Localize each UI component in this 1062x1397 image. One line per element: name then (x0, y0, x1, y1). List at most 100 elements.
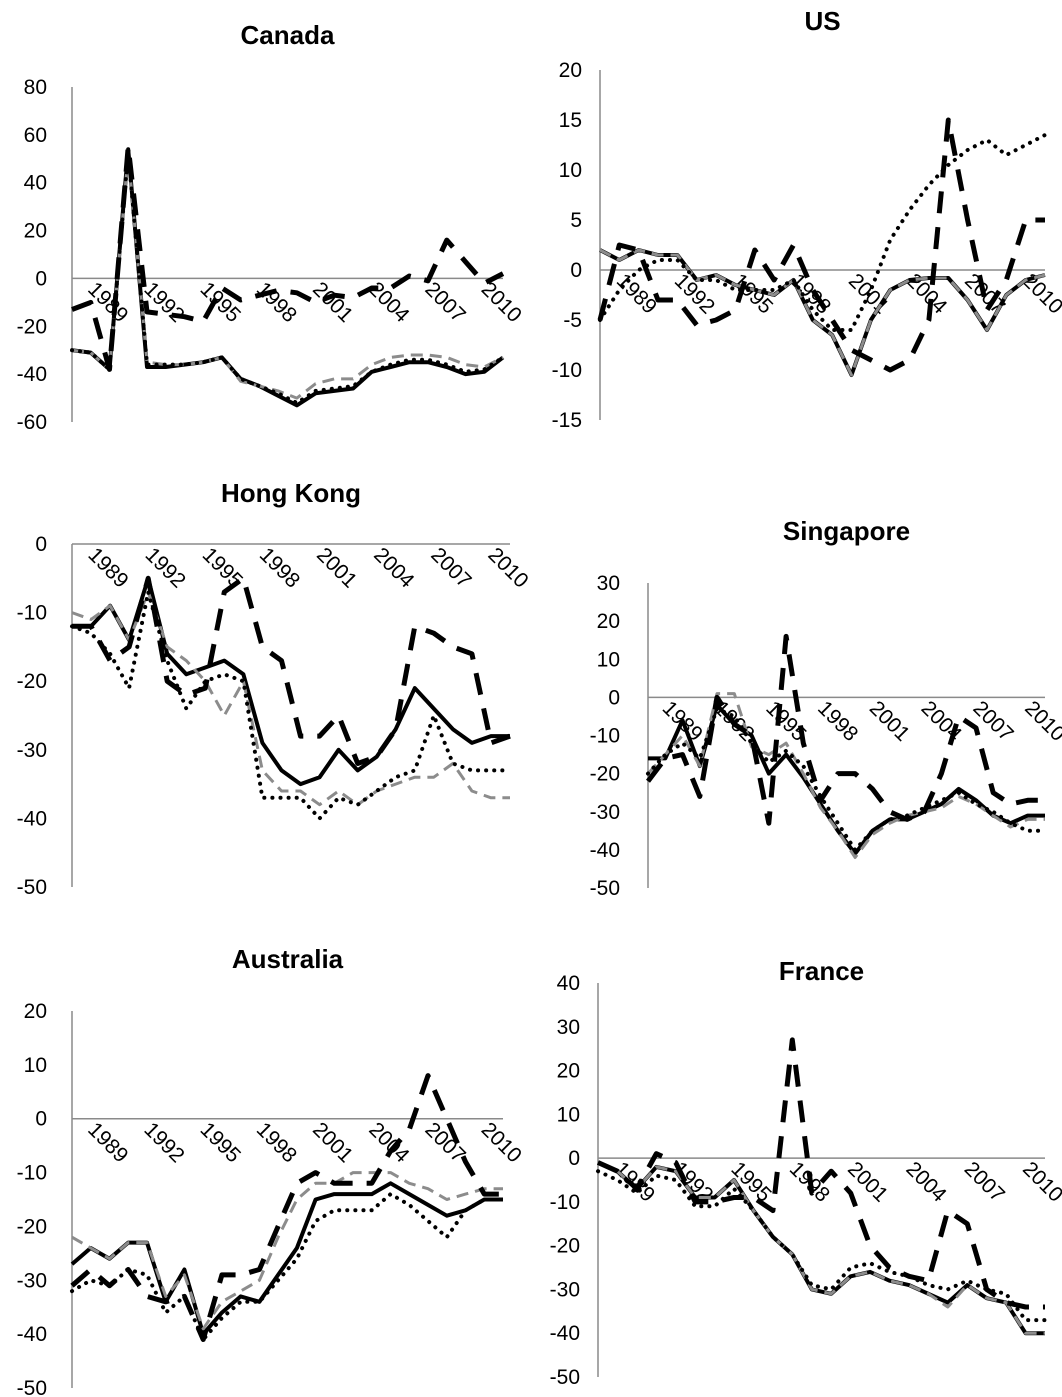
y-tick-label: -10 (550, 1191, 580, 1214)
y-tick-label: -40 (590, 839, 620, 862)
y-tick-label: -50 (17, 1377, 47, 1397)
y-tick-label: 15 (559, 109, 582, 132)
y-tick-label: -20 (17, 315, 47, 338)
y-tick-label: -40 (17, 1323, 47, 1346)
y-tick-label: 10 (559, 159, 582, 182)
y-tick-label: 60 (24, 124, 47, 147)
y-tick-label: 5 (570, 209, 582, 232)
y-tick-label: -20 (590, 763, 620, 786)
series-line-dotted-black (596, 1169, 1047, 1323)
y-tick-label: -30 (590, 801, 620, 824)
y-tick-label: -10 (590, 725, 620, 748)
y-tick-label: 10 (24, 1054, 47, 1077)
y-tick-label: -40 (550, 1322, 580, 1345)
y-tick-label: -50 (17, 876, 47, 899)
y-tick-label: -30 (17, 739, 47, 762)
y-tick-label: -40 (17, 363, 47, 386)
chart-panel-3: Hong Kong-50-40-30-20-100 1989 1992 1995 199… (17, 478, 533, 899)
y-tick-label: -30 (17, 1269, 47, 1292)
series-line-dashed-black (72, 575, 511, 766)
series-line-dashed-black (71, 144, 505, 372)
x-tick-label: 1995 (196, 1118, 245, 1167)
x-tick-label: 2007 (421, 278, 470, 327)
series-line-dashed-black (597, 117, 1045, 373)
y-tick-label: 0 (608, 686, 620, 709)
series-line-dashed-black (646, 633, 1045, 826)
y-tick-label: 20 (24, 220, 47, 243)
x-tick-label: 2004 (364, 1118, 414, 1168)
y-tick-label: -60 (17, 411, 47, 434)
x-tick-label: 2001 (308, 278, 357, 327)
x-tick-label: 2010 (477, 1118, 526, 1167)
x-tick-label: 1998 (255, 543, 304, 592)
y-tick-label: -10 (17, 1162, 47, 1185)
y-tick-label: 0 (568, 1147, 580, 1170)
chart-title: France (779, 956, 864, 986)
x-tick-label: 2007 (426, 543, 475, 592)
y-tick-label: -10 (552, 359, 582, 382)
y-tick-label: 0 (35, 1108, 47, 1131)
x-tick-label: 2004 (364, 278, 414, 328)
y-tick-label: -20 (17, 1215, 47, 1238)
y-tick-label: 0 (35, 267, 47, 290)
y-tick-label: -50 (550, 1366, 580, 1389)
series-line-dashed-gray (599, 248, 1046, 377)
series-line-dotted-black (70, 149, 505, 405)
chart-title: US (804, 6, 840, 36)
y-tick-label: -10 (17, 602, 47, 625)
x-tick-label: 2010 (477, 278, 526, 327)
x-tick-label: 2001 (308, 1118, 357, 1167)
y-tick-label: 30 (557, 1016, 580, 1039)
y-tick-label: -30 (550, 1278, 580, 1301)
y-tick-label: 40 (557, 972, 580, 995)
x-tick-label: 2010 (1020, 697, 1062, 746)
series-line-dotted-black (646, 706, 1047, 852)
x-tick-label: 1995 (196, 278, 245, 327)
series-line-dotted-black (598, 133, 1047, 332)
x-tick-label: 2004 (917, 697, 967, 747)
y-tick-label: 0 (35, 533, 47, 556)
y-tick-label: -40 (17, 807, 47, 830)
x-tick-label: 1998 (252, 278, 301, 327)
series-line-dashed-black (70, 1073, 503, 1342)
x-tick-label: 1995 (198, 543, 247, 592)
series-line-dashed-gray (71, 590, 510, 807)
y-tick-label: 20 (597, 610, 620, 633)
chart-title: Canada (241, 20, 335, 50)
chart-title: Australia (232, 944, 344, 974)
x-tick-label: 2004 (901, 1157, 951, 1207)
x-tick-label: 2010 (483, 543, 532, 592)
y-tick-label: 10 (557, 1103, 580, 1126)
x-tick-label: 2004 (369, 543, 419, 593)
x-tick-label: 2001 (865, 697, 914, 746)
y-tick-label: 10 (597, 648, 620, 671)
series-line-solid-black (71, 147, 505, 408)
x-tick-label: 2010 (1018, 1157, 1062, 1206)
x-tick-label: 1992 (139, 1118, 188, 1167)
y-tick-label: 0 (570, 259, 582, 282)
series-line-dashed-gray (71, 1171, 503, 1331)
series-line-dashed-gray (597, 1161, 1045, 1335)
y-tick-label: 80 (24, 76, 47, 99)
x-tick-label: 2007 (960, 1157, 1009, 1206)
series-line-solid-black (72, 576, 510, 787)
series-line-dotted-black (70, 1192, 505, 1342)
y-tick-label: -20 (550, 1235, 580, 1258)
x-tick-label: 1989 (84, 543, 133, 592)
chart-title: Hong Kong (221, 478, 361, 508)
y-tick-label: -50 (590, 877, 620, 900)
y-tick-label: 20 (557, 1060, 580, 1083)
y-tick-label: -15 (552, 409, 582, 432)
x-tick-label: 1989 (612, 269, 661, 318)
x-tick-label: 2001 (312, 543, 361, 592)
x-tick-label: 1998 (252, 1118, 301, 1167)
y-tick-label: -20 (17, 670, 47, 693)
y-tick-label: 20 (24, 1000, 47, 1023)
x-tick-label: 2007 (968, 697, 1017, 746)
